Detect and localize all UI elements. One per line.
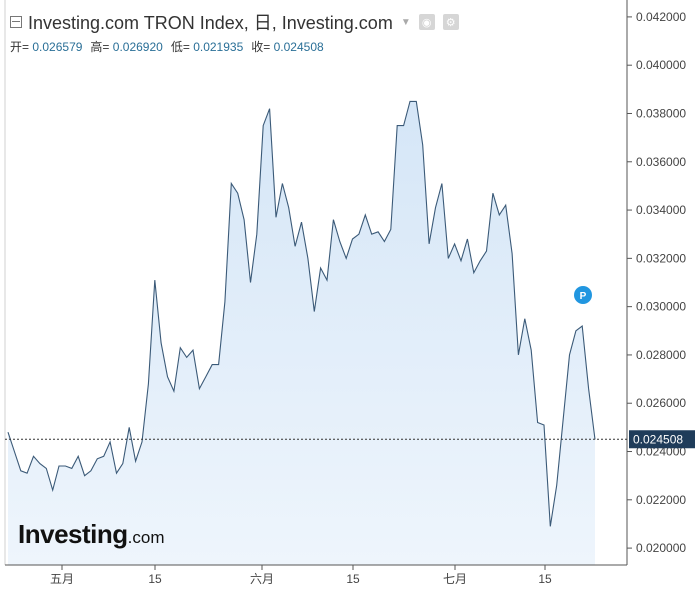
- y-tick-label: 0.042000: [636, 10, 686, 24]
- series-line: [7, 100, 596, 527]
- last-price-label: 0.024508: [633, 432, 683, 446]
- low-value: 0.021935: [193, 40, 244, 54]
- x-tick-label: 15: [148, 572, 162, 586]
- logo-suffix: .com: [127, 528, 165, 547]
- visibility-eye-icon[interactable]: ◉: [418, 14, 435, 30]
- x-tick-label: 15: [346, 572, 360, 586]
- collapse-toggle-icon[interactable]: [10, 16, 22, 28]
- last-price-badge: [629, 430, 695, 449]
- high-value: 0.026920: [112, 40, 163, 54]
- y-tick-label: 0.032000: [636, 251, 686, 265]
- low-item: 低= 0.021935: [171, 38, 243, 55]
- logo-main: Investing: [18, 519, 128, 549]
- p-marker-icon: [574, 286, 592, 304]
- chevron-down-icon[interactable]: ▼: [400, 16, 411, 28]
- y-tick-label: 0.030000: [636, 300, 686, 314]
- ohlc-readout: 开= 0.026579 高= 0.026920 低= 0.021935 收= 0…: [10, 38, 324, 55]
- high-item: 高= 0.026920: [90, 38, 162, 55]
- y-tick-label: 0.034000: [636, 203, 686, 217]
- x-tick-label: 五月: [50, 572, 74, 586]
- y-tick-label: 0.020000: [636, 541, 686, 555]
- series-area-fill: [8, 101, 595, 566]
- open-label: 开=: [10, 40, 30, 54]
- close-label: 收=: [251, 40, 271, 54]
- open-value: 0.026579: [32, 40, 83, 54]
- x-tick-label: 六月: [250, 572, 274, 586]
- x-tick-label: 七月: [443, 572, 467, 586]
- investing-logo: Investing.com: [18, 519, 164, 550]
- high-label: 高=: [90, 40, 110, 54]
- gear-icon[interactable]: ⚙: [442, 14, 459, 30]
- y-tick-label: 0.028000: [636, 348, 686, 362]
- y-tick-label: 0.022000: [636, 493, 686, 507]
- y-tick-label: 0.026000: [636, 396, 686, 410]
- y-tick-label: 0.036000: [636, 155, 686, 169]
- close-item: 收= 0.024508: [251, 38, 323, 55]
- chart-title: Investing.com TRON Index, 日, Investing.c…: [28, 13, 393, 33]
- open-item: 开= 0.026579: [10, 38, 82, 55]
- x-tick-label: 15: [538, 572, 552, 586]
- chart-header: Investing.com TRON Index, 日, Investing.c…: [10, 10, 459, 34]
- close-value: 0.024508: [273, 40, 324, 54]
- y-tick-label: 0.040000: [636, 58, 686, 72]
- y-tick-label: 0.038000: [636, 106, 686, 120]
- low-label: 低=: [170, 40, 190, 54]
- p-marker-label: P: [580, 291, 587, 302]
